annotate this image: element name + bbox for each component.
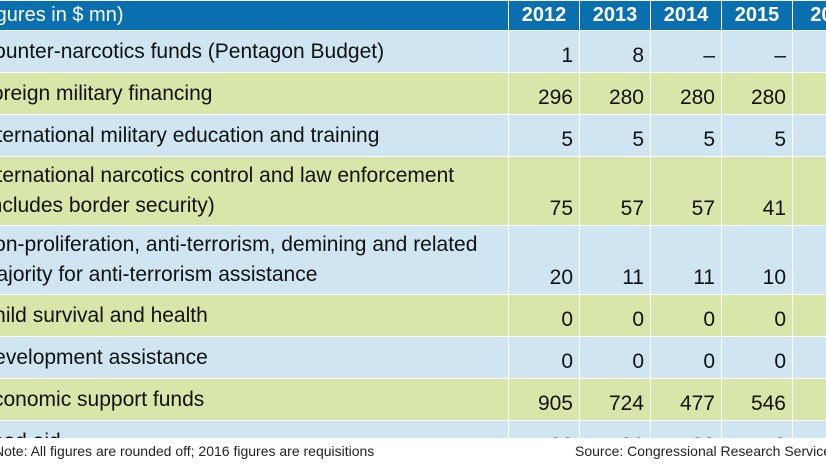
value-cell bbox=[792, 294, 826, 337]
row-label: Economic support funds bbox=[0, 378, 509, 421]
value-cell: 420 bbox=[792, 378, 826, 421]
table-row: Economic support funds 905 724 477 546 4… bbox=[0, 378, 826, 421]
value-cell: 0 bbox=[579, 336, 651, 379]
value-cell: 546 bbox=[721, 378, 793, 421]
value-cell: 0 bbox=[721, 294, 793, 337]
value-cell: 265 bbox=[792, 72, 826, 115]
value-cell: 1 bbox=[508, 30, 580, 73]
table-row: Foreign military financing 296 280 280 2… bbox=[0, 72, 826, 115]
row-label: Child survival and health bbox=[0, 294, 509, 337]
year-header: 2014 bbox=[650, 0, 722, 31]
value-cell: 296 bbox=[508, 72, 580, 115]
row-label: International narcotics control and law … bbox=[0, 156, 509, 226]
value-cell: 5 bbox=[650, 114, 722, 157]
table-row: International military education and tra… bbox=[0, 114, 826, 157]
year-header: 2015 bbox=[721, 0, 793, 31]
value-cell: 5 bbox=[579, 114, 651, 157]
table-row: Child survival and health 0 0 0 0 bbox=[0, 294, 826, 337]
value-cell: 57 bbox=[650, 156, 722, 226]
value-cell: – bbox=[721, 30, 793, 73]
table-row: Development assistance 0 0 0 0 bbox=[0, 336, 826, 379]
value-cell: 57 bbox=[579, 156, 651, 226]
value-cell: 75 bbox=[508, 156, 580, 226]
value-cell: 0 bbox=[650, 336, 722, 379]
table-footer: Note: All figures are rounded off; 2016 … bbox=[0, 438, 826, 465]
value-cell: 280 bbox=[579, 72, 651, 115]
row-label: International military education and tra… bbox=[0, 114, 509, 157]
year-header: 2013 bbox=[579, 0, 651, 31]
value-cell: 11 bbox=[650, 225, 722, 295]
row-label: Development assistance bbox=[0, 336, 509, 379]
source-credit: Source: Congressional Research Service bbox=[575, 443, 826, 459]
footnote: Note: All figures are rounded off; 2016 … bbox=[0, 443, 375, 459]
value-cell: 280 bbox=[650, 72, 722, 115]
value-cell: 0 bbox=[508, 336, 580, 379]
units-label: (figures in $ mn) bbox=[0, 0, 509, 31]
table-header-row: (figures in $ mn) 2012 2013 2014 2015 20… bbox=[0, 0, 826, 31]
value-cell bbox=[792, 156, 826, 226]
year-header: 2012 bbox=[508, 0, 580, 31]
table-row: Non-proliferation, anti-terrorism, demin… bbox=[0, 225, 826, 295]
value-cell: 477 bbox=[650, 378, 722, 421]
value-cell: 280 bbox=[721, 72, 793, 115]
value-cell: – bbox=[650, 30, 722, 73]
row-label: Foreign military financing bbox=[0, 72, 509, 115]
value-cell: 11 bbox=[579, 225, 651, 295]
value-cell: 905 bbox=[508, 378, 580, 421]
value-cell bbox=[792, 225, 826, 295]
value-cell: 5 bbox=[721, 114, 793, 157]
value-cell bbox=[792, 114, 826, 157]
table-row: Counter-narcotics funds (Pentagon Budget… bbox=[0, 30, 826, 73]
row-label: Non-proliferation, anti-terrorism, demin… bbox=[0, 225, 509, 295]
value-cell bbox=[792, 30, 826, 73]
value-cell bbox=[792, 336, 826, 379]
value-cell: 10 bbox=[721, 225, 793, 295]
value-cell: 0 bbox=[650, 294, 722, 337]
value-cell: 8 bbox=[579, 30, 651, 73]
value-cell: 0 bbox=[721, 336, 793, 379]
row-label: Counter-narcotics funds (Pentagon Budget… bbox=[0, 30, 509, 73]
table-row: International narcotics control and law … bbox=[0, 156, 826, 226]
value-cell: 41 bbox=[721, 156, 793, 226]
value-cell: 0 bbox=[508, 294, 580, 337]
value-cell: 724 bbox=[579, 378, 651, 421]
value-cell: 0 bbox=[579, 294, 651, 337]
value-cell: 20 bbox=[508, 225, 580, 295]
year-header: 2016 bbox=[792, 0, 826, 31]
value-cell: 5 bbox=[508, 114, 580, 157]
